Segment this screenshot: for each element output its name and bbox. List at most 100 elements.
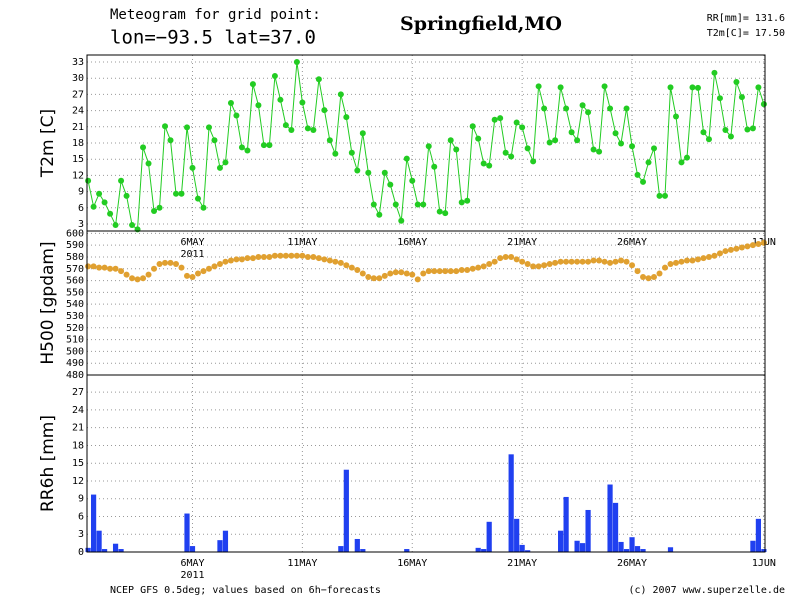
data-point [304,253,311,260]
x-tick-label: 11MAY [287,237,317,248]
data-point [672,113,679,120]
data-point [502,149,509,156]
bar [96,530,102,552]
data-point [513,119,520,126]
data-point [464,197,471,204]
data-point [579,102,586,109]
bar [607,484,613,552]
data-point [409,177,416,184]
data-point [546,139,553,146]
data-point [85,263,92,270]
data-point [282,122,289,129]
data-point [90,263,97,270]
y-tick-label: 3 [78,529,84,540]
data-point [156,204,163,211]
y-tick-label: 27 [72,89,84,100]
data-point [480,263,487,270]
y-axis-label: RR6h [mm] [38,415,58,512]
data-point [233,112,240,119]
data-point [123,271,130,278]
data-point [497,255,504,262]
bar [640,549,646,552]
x-tick-label: 16MAY [397,237,427,248]
data-point [513,256,520,263]
data-point [645,275,652,282]
data-point [343,114,350,121]
bar [481,549,487,552]
data-point [662,264,669,271]
data-point [612,258,619,265]
y-tick-label: 15 [72,458,84,469]
data-point [689,84,696,91]
y-tick-label: 9 [78,494,84,505]
data-point [129,275,136,282]
data-point [216,164,223,171]
data-point [640,274,647,281]
data-point [541,262,548,269]
data-point [293,59,300,66]
data-point [387,181,394,188]
data-point [557,84,564,91]
data-point [205,124,212,131]
data-point [420,201,427,208]
bar [525,550,531,552]
data-point [134,276,141,283]
data-point [118,268,125,275]
data-point [409,271,416,278]
data-point [348,149,355,156]
bar [118,549,124,552]
data-point [486,261,493,268]
data-point [425,143,432,150]
data-point [469,265,476,272]
data-point [716,250,723,257]
data-point [656,270,663,277]
data-point [689,257,696,264]
y-tick-label: 560 [66,276,84,287]
data-point [453,268,460,275]
data-point [173,261,180,268]
data-point [755,84,762,91]
data-point [563,258,570,265]
data-point [524,145,531,152]
data-point [288,127,295,134]
data-point [304,125,311,132]
data-point [337,259,344,266]
data-point [618,140,625,147]
x-tick-label: 11MAY [287,558,317,569]
bar [338,546,344,552]
y-tick-label: 570 [66,264,84,275]
data-point [238,256,245,263]
data-point [596,148,603,155]
data-point [112,265,119,272]
data-point [266,142,273,149]
data-point [634,268,641,275]
data-point [431,268,438,275]
y-tick-label: 600 [66,228,84,239]
x-tick-label: 1JUN [752,558,776,569]
data-point [557,258,564,265]
data-point [436,268,443,275]
panel-frame [86,374,766,553]
data-point [475,135,482,142]
data-point [321,256,328,263]
data-point [535,263,542,270]
line-series [87,61,765,231]
footer-credit: (c) 2007 www.superzelle.de [628,585,785,596]
data-point [760,239,767,246]
data-point [431,163,438,170]
data-point [216,261,223,268]
bar [404,549,410,552]
data-point [260,142,267,149]
data-point [651,274,658,281]
bar [579,543,586,552]
data-point [398,269,405,276]
data-point [519,258,526,265]
data-point [96,190,103,197]
data-point [365,274,372,281]
data-point [749,125,756,132]
data-point [370,201,377,208]
bar [750,540,756,552]
data-point [101,199,108,206]
data-point [563,105,570,112]
data-point [645,159,652,166]
